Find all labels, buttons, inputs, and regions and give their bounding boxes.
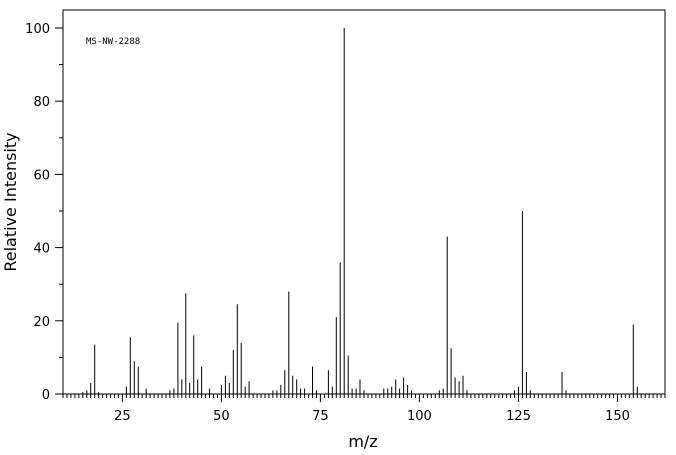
x-axis-ticks: 25 50 75 100 125 150 [62, 394, 666, 424]
y-tick-label: 40 [33, 242, 50, 257]
y-tick-label: 80 [33, 95, 50, 110]
x-tick-label: 25 [114, 409, 131, 424]
plot-frame [62, 9, 666, 395]
y-tick-label: 100 [25, 22, 50, 37]
y-tick-label: 60 [33, 168, 50, 183]
y-axis-title: Relative Intensity [1, 132, 20, 271]
x-tick-label: 50 [213, 409, 230, 424]
y-axis-ticks: 0 20 40 60 80 100 [25, 22, 63, 403]
spectrum-annotation: MS-NW-2288 [86, 37, 140, 47]
y-tick-label: 20 [33, 315, 50, 330]
x-tick-label: 150 [605, 409, 630, 424]
y-tick-label: 0 [42, 388, 50, 403]
x-tick-label: 125 [506, 409, 531, 424]
x-tick-label: 100 [407, 409, 432, 424]
peak-series [82, 28, 638, 394]
x-axis-title: m/z [348, 432, 377, 451]
x-tick-label: 75 [312, 409, 329, 424]
